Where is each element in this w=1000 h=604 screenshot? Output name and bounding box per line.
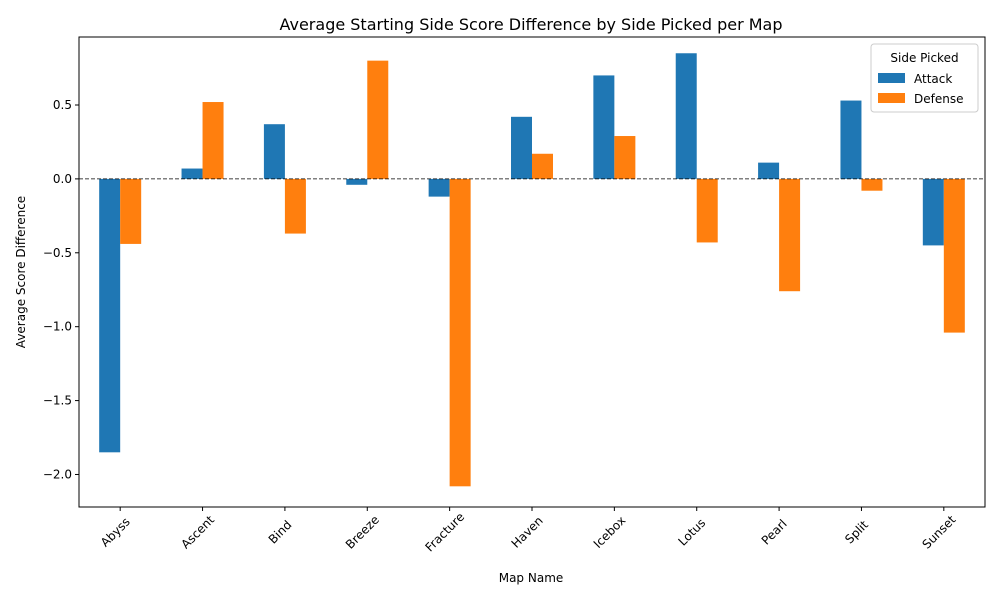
x-tick-label-split: Split [842, 518, 871, 547]
bar-defense-pearl [779, 178, 801, 292]
bar-attack-bind [263, 124, 285, 179]
bar-defense-breeze [367, 60, 389, 179]
x-tick-label-pearl: Pearl [759, 517, 790, 548]
y-tick-label: 0.0 [53, 172, 72, 186]
bar-defense-haven [532, 153, 553, 179]
bar-attack-sunset [922, 178, 944, 246]
bar-defense-sunset [943, 178, 965, 333]
bar-defense-bind [284, 178, 306, 234]
bar-defense-fracture [449, 178, 471, 487]
bar-attack-abyss [99, 178, 121, 453]
legend-label-defense: Defense [914, 92, 963, 106]
x-tick-label-abyss: Abyss [98, 515, 133, 550]
bar-defense-split [861, 178, 883, 191]
x-tick-label-breeze: Breeze [343, 513, 382, 552]
y-axis: −2.0 −1.5 −1.0 −0.5 0.0 0.5 [43, 98, 79, 481]
bar-defense-lotus [696, 178, 718, 243]
bar-attack-ascent [181, 168, 203, 179]
legend-swatch-attack [878, 73, 905, 83]
x-tick-label-lotus: Lotus [675, 516, 708, 549]
chart-title: Average Starting Side Score Difference b… [279, 15, 782, 34]
bar-attack-pearl [758, 162, 780, 179]
y-axis-label: Average Score Difference [14, 196, 28, 348]
bar-defense-ascent [202, 102, 224, 179]
x-tick-label-haven: Haven [509, 514, 546, 551]
x-tick-label-bind: Bind [266, 518, 295, 547]
legend-label-attack: Attack [914, 72, 952, 86]
y-tick-label: −0.5 [43, 246, 72, 260]
y-tick-label: −2.0 [43, 467, 72, 481]
y-tick-label: −1.0 [43, 320, 72, 334]
bar-defense-icebox [614, 136, 636, 179]
x-tick-label-icebox: Icebox [591, 513, 629, 551]
legend-swatch-defense [878, 93, 905, 103]
x-tick-label-sunset: Sunset [919, 512, 958, 551]
bar-attack-fracture [428, 178, 450, 197]
bar-attack-lotus [675, 53, 697, 179]
bar-attack-split [840, 100, 862, 179]
bar-attack-haven [511, 116, 532, 179]
bar-attack-breeze [346, 178, 368, 185]
legend-title: Side Picked [890, 51, 958, 65]
x-tick-label-fracture: Fracture [422, 510, 467, 555]
y-tick-label: −1.5 [43, 394, 72, 408]
x-tick-label-ascent: Ascent [178, 513, 217, 552]
x-axis: Abyss Ascent Bind Breeze Fracture Haven Icebox… [98, 507, 959, 555]
bar-defense-abyss [120, 178, 142, 244]
legend: Side Picked Attack Defense [870, 43, 979, 113]
x-axis-label: Map Name [499, 571, 564, 585]
y-tick-label: 0.5 [53, 98, 72, 112]
plot-frame [78, 36, 986, 508]
bar-attack-icebox [593, 75, 615, 179]
bars-layer [99, 53, 965, 487]
